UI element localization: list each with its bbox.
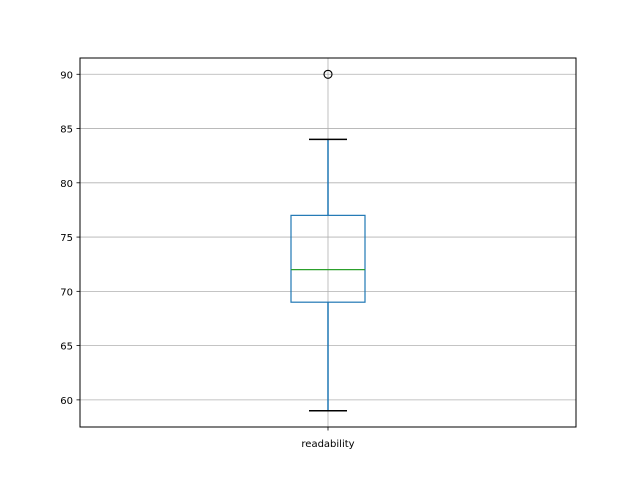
- x-tick-label: readability: [301, 439, 354, 450]
- y-tick-label: 75: [60, 233, 73, 244]
- y-axis: 60 65 70 75 80 85 90: [60, 70, 80, 407]
- boxes: [290, 69, 366, 412]
- y-tick-label: 85: [60, 125, 73, 136]
- x-axis: readability: [301, 427, 355, 450]
- y-tick-label: 80: [60, 179, 73, 190]
- y-tick-label: 90: [60, 70, 73, 81]
- box-iqr: [290, 214, 366, 303]
- outlier-point: [323, 69, 333, 79]
- y-tick-label: 60: [60, 396, 73, 407]
- y-tick-label: 70: [60, 287, 73, 298]
- y-tick-label: 65: [60, 342, 73, 353]
